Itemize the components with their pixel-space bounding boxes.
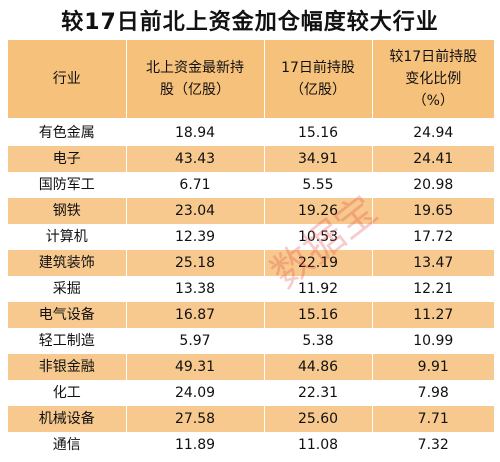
table-row: 计算机 12.39 10.53 17.72 (8, 224, 494, 250)
change-ratio-cell: 24.41 (371, 146, 494, 172)
holding-17-days-ago-cell: 15.16 (263, 119, 372, 146)
table-row: 建筑装饰 25.18 22.19 13.47 (8, 250, 494, 276)
change-ratio-cell: 20.98 (371, 172, 494, 198)
header-latest-holding: 北上资金最新持 股（亿股） (125, 40, 264, 120)
change-ratio-cell: 19.65 (371, 198, 494, 224)
industry-cell: 钢铁 (8, 198, 126, 224)
industry-cell: 轻工制造 (8, 328, 126, 354)
change-ratio-cell: 7.32 (371, 432, 494, 458)
header-line: （%） (412, 93, 454, 109)
change-ratio-cell: 12.21 (371, 276, 494, 302)
industry-cell: 电气设备 (8, 302, 126, 328)
industry-cell: 通信 (8, 432, 126, 458)
industry-cell: 计算机 (8, 224, 126, 250)
industry-cell: 化工 (8, 380, 126, 406)
table-title: 较17日前北上资金加仓幅度较大行业 (61, 10, 439, 35)
holding-17-days-ago-cell: 22.31 (263, 380, 372, 406)
latest-holding-cell: 25.18 (125, 250, 264, 276)
table-row: 化工 24.09 22.31 7.98 (8, 380, 494, 406)
change-ratio-cell: 7.98 (371, 380, 494, 406)
holding-17-days-ago-cell: 5.38 (263, 328, 372, 354)
table-row: 国防军工 6.71 5.55 20.98 (8, 172, 494, 198)
latest-holding-cell: 49.31 (125, 354, 264, 380)
change-ratio-cell: 17.72 (371, 224, 494, 250)
header-line: 股（亿股） (160, 82, 230, 98)
holding-17-days-ago-cell: 11.92 (263, 276, 372, 302)
industry-cell: 建筑装饰 (8, 250, 126, 276)
header-line: 北上资金最新持 (146, 60, 244, 76)
change-ratio-cell: 11.27 (371, 302, 494, 328)
industry-cell: 采掘 (8, 276, 126, 302)
holding-17-days-ago-cell: 34.91 (263, 146, 372, 172)
table-row: 有色金属 18.94 15.16 24.94 (8, 119, 494, 146)
latest-holding-cell: 12.39 (125, 224, 264, 250)
latest-holding-cell: 5.97 (125, 328, 264, 354)
industry-cell: 非银金融 (8, 354, 126, 380)
table-row: 采掘 13.38 11.92 12.21 (8, 276, 494, 302)
change-ratio-cell: 24.94 (371, 119, 494, 146)
header-line: 行业 (52, 71, 81, 87)
data-table: 行业 北上资金最新持 股（亿股） 17日前持股 （亿股） 较17日前持股 变化比… (8, 40, 494, 458)
table-row: 钢铁 23.04 19.26 19.65 (8, 198, 494, 224)
change-ratio-cell: 9.91 (371, 354, 494, 380)
holding-17-days-ago-cell: 10.53 (263, 224, 372, 250)
latest-holding-cell: 13.38 (125, 276, 264, 302)
holding-17-days-ago-cell: 11.08 (263, 432, 372, 458)
holding-17-days-ago-cell: 19.26 (263, 198, 372, 224)
latest-holding-cell: 24.09 (125, 380, 264, 406)
table-row: 非银金融 49.31 44.86 9.91 (8, 354, 494, 380)
holding-17-days-ago-cell: 25.60 (263, 406, 372, 432)
change-ratio-cell: 7.71 (371, 406, 494, 432)
change-ratio-cell: 10.99 (371, 328, 494, 354)
header-holding-17-days-ago: 17日前持股 （亿股） (263, 40, 372, 120)
header-line: 变化比例 (405, 71, 462, 87)
header-line: 较17日前持股 (389, 49, 478, 65)
header-line: 17日前持股 (281, 60, 355, 76)
change-ratio-cell: 13.47 (371, 250, 494, 276)
latest-holding-cell: 27.58 (125, 406, 264, 432)
industry-cell: 电子 (8, 146, 126, 172)
header-change-ratio: 较17日前持股 变化比例 （%） (371, 40, 494, 120)
table-row: 轻工制造 5.97 5.38 10.99 (8, 328, 494, 354)
latest-holding-cell: 18.94 (125, 119, 264, 146)
latest-holding-cell: 43.43 (125, 146, 264, 172)
latest-holding-cell: 6.71 (125, 172, 264, 198)
header-row: 行业 北上资金最新持 股（亿股） 17日前持股 （亿股） 较17日前持股 变化比… (8, 40, 494, 120)
latest-holding-cell: 16.87 (125, 302, 264, 328)
latest-holding-cell: 11.89 (125, 432, 264, 458)
holding-17-days-ago-cell: 44.86 (263, 354, 372, 380)
industry-cell: 机械设备 (8, 406, 126, 432)
header-line: （亿股） (290, 82, 346, 98)
table-row: 机械设备 27.58 25.60 7.71 (8, 406, 494, 432)
industry-cell: 国防军工 (8, 172, 126, 198)
table-row: 电气设备 16.87 15.16 11.27 (8, 302, 494, 328)
industry-cell: 有色金属 (8, 119, 126, 146)
latest-holding-cell: 23.04 (125, 198, 264, 224)
holding-17-days-ago-cell: 22.19 (263, 250, 372, 276)
header-industry: 行业 (8, 40, 126, 120)
holding-17-days-ago-cell: 15.16 (263, 302, 372, 328)
table-row: 电子 43.43 34.91 24.41 (8, 146, 494, 172)
holding-17-days-ago-cell: 5.55 (263, 172, 372, 198)
table-row: 通信 11.89 11.08 7.32 (8, 432, 494, 458)
